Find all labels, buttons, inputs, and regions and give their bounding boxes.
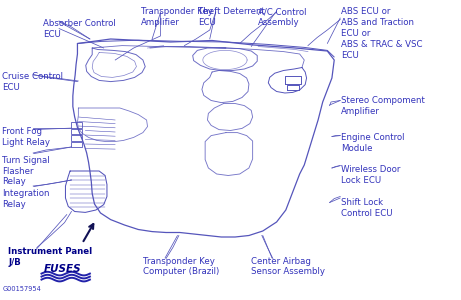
Bar [71,142,82,147]
Bar [71,122,82,128]
Bar [71,135,82,141]
Bar [71,129,82,134]
Text: ABS ECU or
ABS and Traction
ECU or
ABS & TRAC & VSC
ECU: ABS ECU or ABS and Traction ECU or ABS &… [341,8,423,59]
Text: Center Airbag
Sensor Assembly: Center Airbag Sensor Assembly [251,256,325,276]
Text: FUSES: FUSES [44,264,82,274]
Text: Turn Signal
Flasher
Relay: Turn Signal Flasher Relay [2,156,50,187]
Text: Theft Deterrent
ECU: Theft Deterrent ECU [198,8,265,27]
Text: Shift Lock
Control ECU: Shift Lock Control ECU [341,198,393,218]
Text: Transponder Key
Amplifier: Transponder Key Amplifier [141,8,213,27]
Text: Cruise Control
ECU: Cruise Control ECU [2,72,63,92]
Text: G00157954: G00157954 [2,286,41,292]
Text: Engine Control
Module: Engine Control Module [341,134,405,153]
Text: Transponder Key
Computer (Brazil): Transponder Key Computer (Brazil) [143,256,219,276]
Text: Stereo Compoment
Amplifier: Stereo Compoment Amplifier [341,96,425,116]
Text: Absorber Control
ECU: Absorber Control ECU [43,20,116,39]
Text: Front Fog
Light Relay: Front Fog Light Relay [2,128,50,147]
Text: Integration
Relay: Integration Relay [2,189,50,209]
Text: A/C Control
Assembly: A/C Control Assembly [258,8,307,27]
Text: Wireless Door
Lock ECU: Wireless Door Lock ECU [341,165,401,185]
Text: Instrument Panel
J/B: Instrument Panel J/B [8,248,92,267]
